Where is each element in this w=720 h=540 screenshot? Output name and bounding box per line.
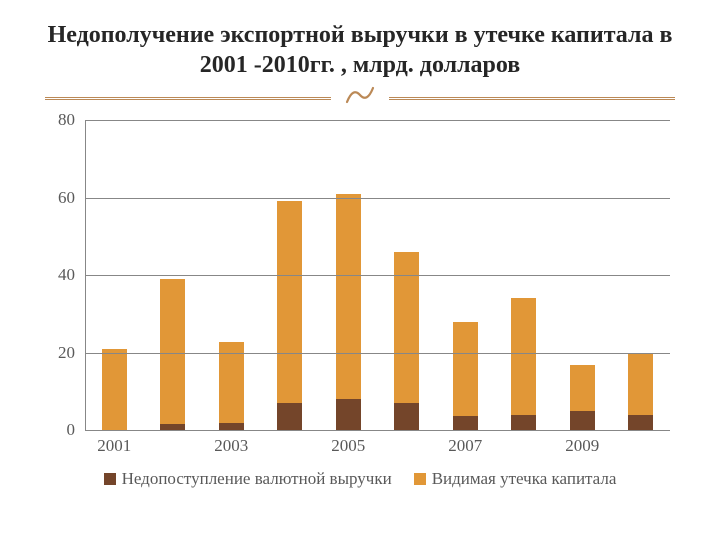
bar-segment [453,322,478,417]
bar-segment [219,423,244,430]
y-tick-label: 20 [58,343,75,363]
x-tick-label: 2005 [331,436,365,456]
grid-line [85,353,670,354]
bar-segment [102,349,127,430]
legend: Недопоступление валютной выручки Видимая … [45,469,675,489]
bar-segment [628,353,653,415]
legend-swatch [104,473,116,485]
x-tick-label: 2003 [214,436,248,456]
plot-area [85,120,670,430]
chart: 020406080 20012003200520072009 [45,120,675,465]
slide: Недополучение экспортной выручки в утечк… [0,0,720,540]
bar-segment [570,365,595,412]
x-tick-label: 2001 [97,436,131,456]
bar-segment [277,201,302,403]
bar-segment [394,403,419,430]
x-tick-label: 2009 [565,436,599,456]
legend-label: Видимая утечка капитала [432,469,617,489]
grid-line [85,198,670,199]
legend-item: Недопоступление валютной выручки [104,469,392,489]
bar-segment [277,403,302,430]
y-tick-label: 0 [67,420,76,440]
bar-segment [336,399,361,430]
y-tick-label: 60 [58,188,75,208]
ornament-glyph [339,85,381,109]
y-axis: 020406080 [45,120,85,430]
legend-item: Видимая утечка капитала [414,469,617,489]
bar-segment [570,411,595,430]
title-ornament [45,86,675,110]
grid-line [85,120,670,121]
x-axis: 2001 2003 2005 2007 2009 [85,430,670,465]
curl-icon [343,85,377,105]
legend-swatch [414,473,426,485]
bar-segment [453,416,478,430]
x-tick-label: 2007 [448,436,482,456]
chart-title: Недополучение экспортной выручки в утечк… [45,20,675,80]
grid-line [85,275,670,276]
y-tick-label: 80 [58,110,75,130]
bar-segment [628,415,653,431]
ornament-line-right [389,97,675,100]
bar-segment [511,298,536,414]
bar-segment [219,342,244,423]
bar-segment [511,415,536,431]
bar-segment [336,194,361,399]
y-tick-label: 40 [58,265,75,285]
ornament-line-left [45,97,331,100]
y-axis-line [85,120,86,430]
legend-label: Недопоступление валютной выручки [122,469,392,489]
